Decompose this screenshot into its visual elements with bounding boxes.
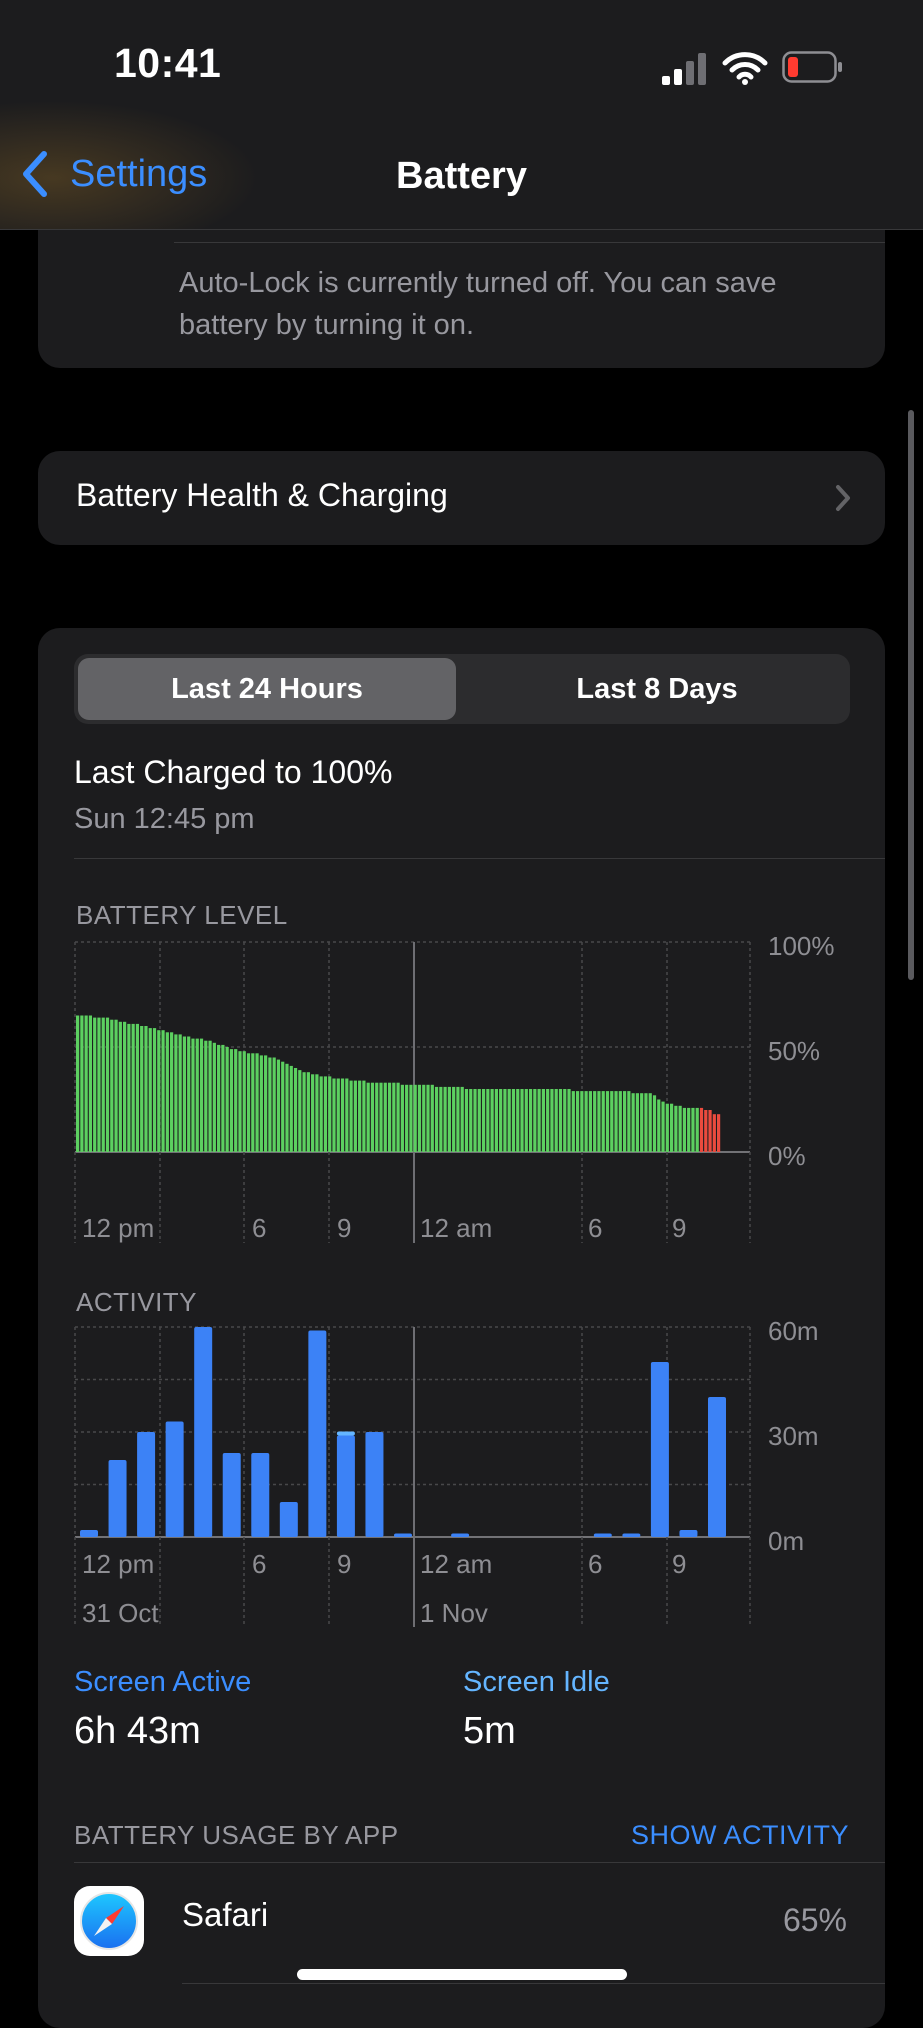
- app-name[interactable]: Safari: [182, 1896, 269, 1933]
- page-title: Battery: [396, 155, 527, 197]
- wifi-icon: [722, 52, 768, 85]
- last-charged-time: Sun 12:45 pm: [74, 803, 255, 835]
- tab-last-8-days[interactable]: Last 8 Days: [576, 673, 738, 705]
- screen-active-value: 6h 43m: [74, 1710, 201, 1752]
- chevron-left-icon: [23, 151, 47, 197]
- nav-divider: [0, 229, 923, 230]
- tab-last-24-hours[interactable]: Last 24 Hours: [78, 658, 456, 720]
- battery-icon: [782, 51, 842, 83]
- auto-lock-text: Auto-Lock is currently turned off. You c…: [179, 267, 777, 341]
- auto-lock-divider: [174, 242, 885, 243]
- status-time: 10:41: [114, 40, 222, 86]
- safari-icon: [74, 1886, 144, 1956]
- app-row-divider: [182, 1983, 885, 1984]
- nav-glow: [0, 100, 260, 230]
- back-label: Settings: [70, 152, 208, 195]
- battery-health-row[interactable]: Battery Health & Charging: [38, 451, 885, 545]
- screen-idle-value: 5m: [463, 1710, 516, 1752]
- time-range-control: Last 24 Hours Last 8 Days: [74, 654, 850, 724]
- activity-title: ACTIVITY: [76, 1287, 198, 1317]
- usage-by-app-header: BATTERY USAGE BY APP: [74, 1820, 399, 1850]
- app-percent: 65%: [782, 1902, 847, 1938]
- screen-active-label: Screen Active: [74, 1666, 252, 1698]
- back-button[interactable]: Settings: [20, 150, 207, 198]
- scrollbar[interactable]: [908, 410, 914, 980]
- section-divider: [74, 858, 885, 859]
- battery-usage-card: Last 24 Hours Last 8 Days Last Charged t…: [38, 628, 885, 2028]
- screen-idle-label: Screen Idle: [463, 1666, 610, 1698]
- home-indicator[interactable]: [297, 1969, 627, 1980]
- usage-divider: [74, 1862, 885, 1863]
- cellular-signal-icon: [662, 53, 706, 85]
- chevron-right-icon: [836, 485, 850, 511]
- battery-level-title: BATTERY LEVEL: [76, 900, 288, 930]
- show-activity-button[interactable]: SHOW ACTIVITY: [630, 1820, 849, 1850]
- last-charged-title: Last Charged to 100%: [74, 754, 393, 790]
- battery-health-label: Battery Health & Charging: [76, 477, 448, 513]
- status-bar: 10:41 Settings Battery: [0, 0, 923, 230]
